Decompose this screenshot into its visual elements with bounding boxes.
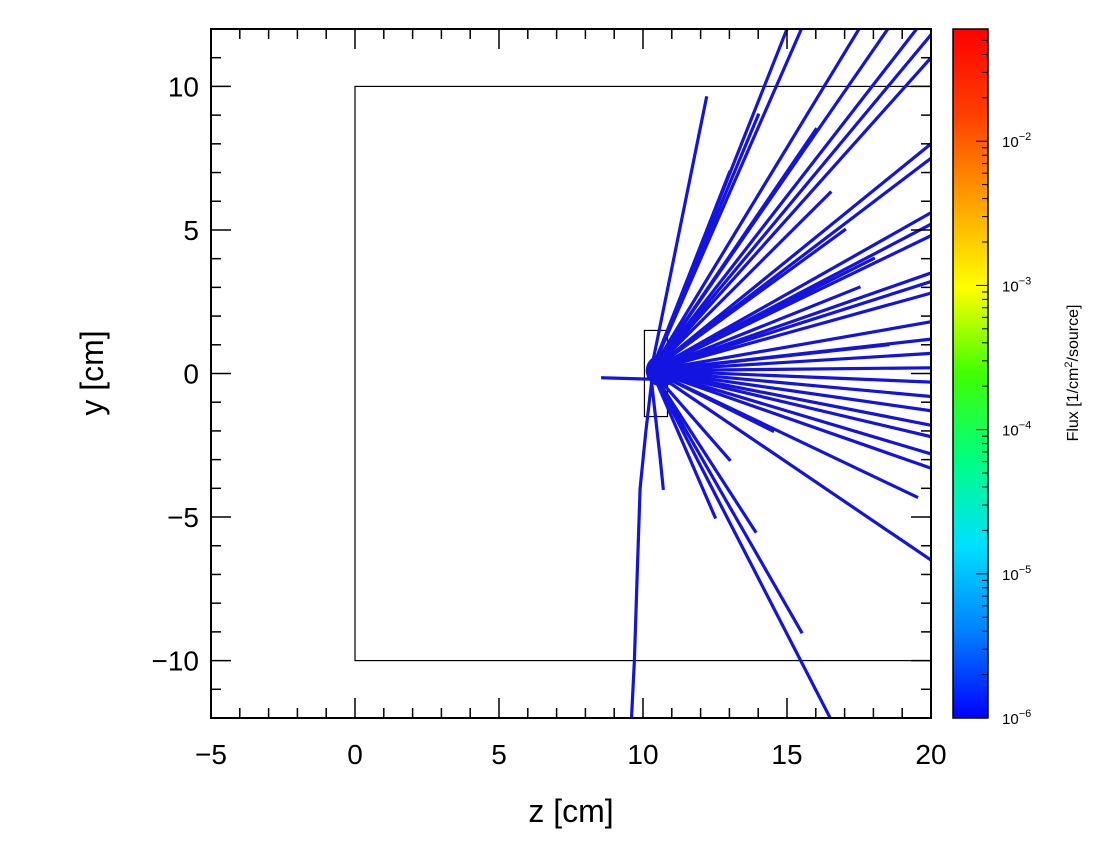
- track: [649, 127, 819, 373]
- colorbar-label-post: /source]: [1065, 305, 1082, 362]
- track: [649, 368, 931, 563]
- track: [649, 141, 931, 373]
- track: [649, 343, 890, 373]
- track: [649, 29, 919, 373]
- track: [649, 368, 931, 456]
- track: [649, 368, 931, 399]
- y-tick-label: 5: [183, 215, 199, 246]
- plot-background: [211, 29, 931, 718]
- x-tick-label: 20: [915, 739, 946, 770]
- track: [649, 285, 862, 373]
- colorbar-tick-label: 10−2: [1002, 131, 1031, 151]
- track: [649, 32, 931, 373]
- x-axis-label: z [cm]: [528, 793, 613, 829]
- track: [649, 279, 931, 373]
- x-tick-label: 0: [347, 739, 363, 770]
- colorbar-tick-label: 10−6: [1002, 708, 1031, 728]
- colorbar-tick-label: 10−3: [1002, 275, 1031, 295]
- colorbar-label-pre: Flux [1/cm: [1065, 368, 1082, 442]
- track: [649, 368, 931, 413]
- colorbar-label: Flux [1/cm2/source]: [1063, 305, 1082, 442]
- colorbar-tick-label: 10−4: [1002, 420, 1031, 440]
- track: [649, 55, 931, 373]
- track: [649, 320, 931, 373]
- track: [649, 190, 833, 373]
- source-region: [645, 354, 678, 387]
- track: [649, 227, 847, 373]
- x-tick-label: 10: [627, 739, 658, 770]
- y-axis-label: y [cm]: [74, 330, 110, 415]
- y-tick-label: 10: [168, 71, 199, 102]
- colorbar-label-sup: 2: [1063, 362, 1075, 368]
- track: [649, 29, 861, 373]
- track: [649, 368, 931, 427]
- x-tick-label: −5: [195, 739, 227, 770]
- track: [649, 368, 931, 470]
- outer-box: [354, 85, 931, 662]
- track: [649, 368, 931, 439]
- track: [649, 380, 665, 491]
- track: [649, 210, 931, 373]
- track: [649, 366, 931, 373]
- y-tick-label: −5: [167, 502, 199, 533]
- tracks-layer: [601, 29, 931, 718]
- y-tick-label: 0: [183, 359, 199, 390]
- track: [649, 368, 804, 635]
- track: [649, 291, 931, 373]
- track: [649, 368, 832, 718]
- track: [649, 368, 758, 534]
- track: [649, 351, 931, 373]
- track: [629, 380, 654, 718]
- ticks-layer: −5 0 5 10 15 20 10 5 0 −5 −10: [152, 28, 947, 770]
- y-tick-label: −10: [152, 646, 200, 677]
- track: [649, 256, 876, 373]
- colorbar-tick-label: 10−5: [1002, 564, 1031, 584]
- x-tick-label: 15: [771, 739, 802, 770]
- x-tick-label: 5: [491, 739, 507, 770]
- colorbar: [952, 28, 989, 719]
- track: [649, 368, 718, 520]
- track: [649, 96, 709, 370]
- track: [649, 170, 732, 373]
- track: [601, 376, 654, 381]
- track: [649, 368, 931, 384]
- colorbar-ticks: 10−6 10−5 10−4 10−3 10−2: [976, 28, 1031, 728]
